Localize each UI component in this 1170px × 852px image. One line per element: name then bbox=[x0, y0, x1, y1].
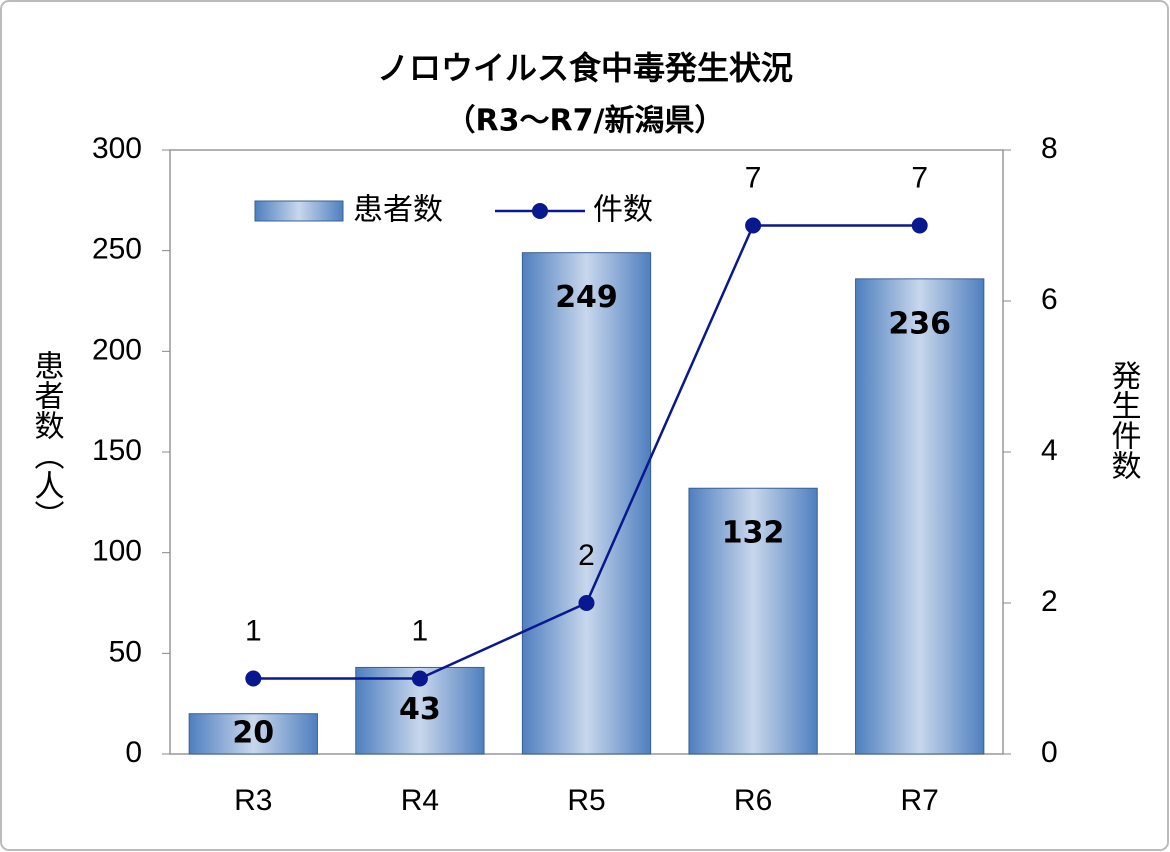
x-tick-label: R7 bbox=[901, 784, 939, 817]
line-marker bbox=[245, 670, 262, 687]
chart-title: ノロウイルス食中毒発生状況 bbox=[377, 49, 793, 87]
y-axis-label: 患者数（人） bbox=[29, 350, 65, 530]
y-tick-label: 0 bbox=[125, 736, 142, 769]
y2-tick-label: 2 bbox=[1041, 585, 1058, 618]
x-tick-label: R6 bbox=[734, 784, 772, 817]
legend-marker bbox=[532, 203, 548, 219]
x-tick-label: R4 bbox=[401, 784, 439, 817]
y2-tick-label: 8 bbox=[1041, 132, 1058, 165]
bar bbox=[688, 487, 818, 755]
y-tick-label: 250 bbox=[92, 233, 142, 266]
y2-tick-label: 6 bbox=[1041, 283, 1058, 316]
y2-axis-label: 発生件数 bbox=[1106, 360, 1142, 480]
x-tick-label: R3 bbox=[234, 784, 272, 817]
x-tick-label: R5 bbox=[567, 784, 605, 817]
line-marker bbox=[911, 217, 928, 234]
y-tick-label: 200 bbox=[92, 333, 142, 366]
y-tick-label: 50 bbox=[109, 635, 142, 668]
chart-subtitle: （R3～R7/新潟県） bbox=[446, 104, 725, 139]
bar bbox=[855, 278, 985, 755]
y-tick-label: 150 bbox=[92, 434, 142, 467]
line-label: 1 bbox=[412, 614, 429, 647]
legend-swatch bbox=[254, 200, 344, 222]
line-marker bbox=[411, 670, 428, 687]
bar-label: 43 bbox=[399, 692, 441, 727]
legend-label: 件数 bbox=[593, 193, 653, 228]
line-marker bbox=[578, 595, 595, 611]
line-label: 7 bbox=[911, 161, 928, 194]
line-label: 1 bbox=[245, 614, 262, 647]
bar-label: 249 bbox=[555, 280, 618, 315]
y-tick-label: 300 bbox=[92, 132, 142, 165]
bar bbox=[188, 713, 318, 755]
y2-tick-label: 4 bbox=[1041, 434, 1058, 467]
y-tick-label: 100 bbox=[92, 535, 142, 568]
bar-label: 20 bbox=[232, 715, 274, 750]
line-label: 7 bbox=[745, 161, 762, 194]
line-label: 2 bbox=[578, 539, 595, 572]
bar-label: 236 bbox=[888, 306, 951, 341]
line-marker bbox=[745, 217, 762, 234]
legend-label: 患者数 bbox=[353, 193, 443, 228]
y2-tick-label: 0 bbox=[1041, 736, 1058, 769]
bar-label: 132 bbox=[722, 516, 785, 551]
